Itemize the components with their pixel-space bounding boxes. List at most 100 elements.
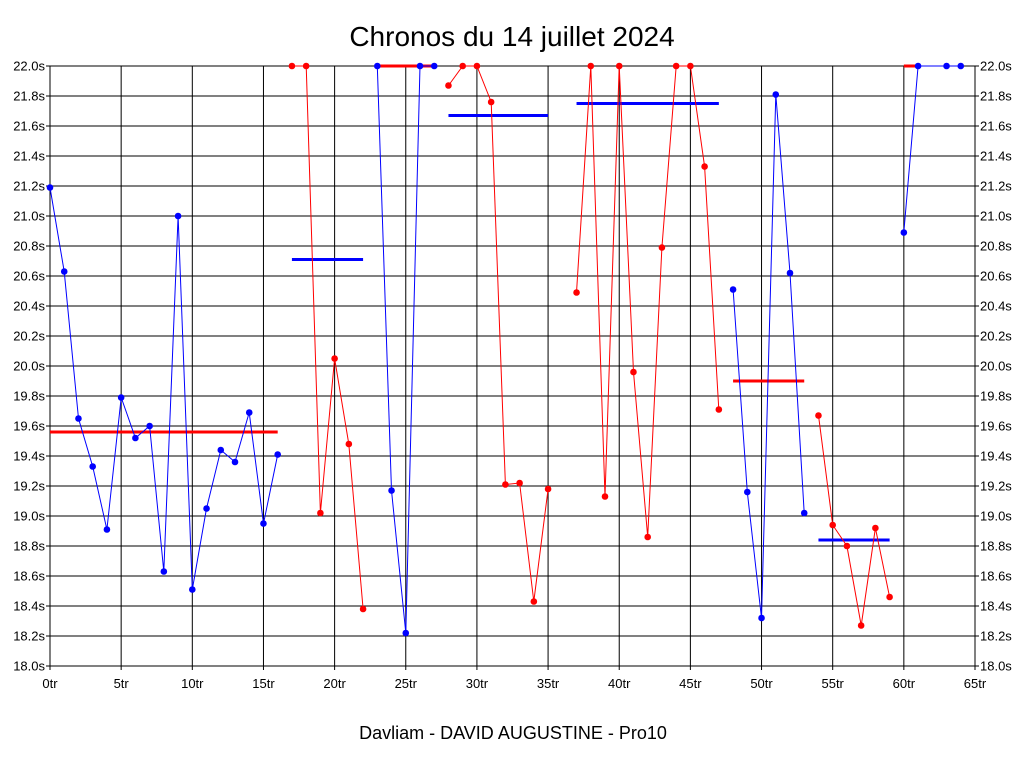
y-tick-label-left: 20.6s: [13, 269, 45, 284]
y-tick-label-right: 20.4s: [980, 299, 1012, 314]
lap-point: [331, 355, 338, 362]
lap-point: [943, 62, 950, 70]
x-tick-label: 55tr: [821, 676, 844, 691]
y-tick-label-right: 19.0s: [980, 509, 1012, 524]
lap-point: [146, 422, 153, 430]
lap-point: [644, 533, 651, 541]
lap-point: [103, 526, 111, 533]
lap-point: [402, 629, 410, 637]
y-tick-label-left: 20.4s: [13, 299, 45, 314]
x-tick-label: 65tr: [964, 676, 987, 691]
lap-point: [900, 229, 908, 236]
lap-point: [857, 622, 865, 629]
y-tick-label-right: 21.8s: [980, 89, 1012, 104]
axis-ticks: 18.0s 18.0s 18.2s 18.2s 18.4s 18.4s 18.6s 18.6s…: [13, 59, 1012, 692]
y-tick-label-left: 18.2s: [13, 629, 45, 644]
y-tick-label-left: 19.8s: [13, 389, 45, 404]
y-tick-label-right: 18.2s: [980, 629, 1012, 644]
series-lines: [46, 62, 965, 637]
y-tick-label-left: 19.6s: [13, 419, 45, 434]
grid-lines: [46, 65, 979, 670]
lap-point: [672, 62, 680, 70]
lap-point: [587, 62, 595, 70]
lap-point: [416, 62, 424, 70]
lap-series-line: [732, 94, 805, 619]
lap-point: [317, 509, 324, 517]
lap-point: [430, 62, 438, 70]
y-tick-label-left: 21.2s: [13, 179, 45, 194]
lap-point: [800, 509, 808, 517]
y-tick-label-right: 19.4s: [980, 449, 1012, 464]
y-tick-label-right: 20.0s: [980, 359, 1012, 374]
y-tick-label-right: 21.0s: [980, 209, 1012, 224]
y-tick-label-right: 21.2s: [980, 179, 1012, 194]
lap-point: [46, 184, 54, 191]
lap-point: [914, 62, 922, 70]
lap-point: [630, 368, 637, 376]
lap-point: [843, 542, 851, 550]
lap-point: [174, 212, 182, 220]
lap-point: [701, 163, 708, 170]
lap-point: [744, 488, 751, 496]
lap-series-line: [818, 415, 891, 626]
lap-series-line: [903, 65, 961, 233]
y-tick-label-right: 18.0s: [980, 659, 1012, 674]
lap-point: [687, 62, 694, 70]
lap-point: [260, 520, 267, 527]
x-tick-label: 0tr: [42, 676, 58, 691]
x-tick-label: 50tr: [750, 676, 773, 691]
lap-point: [715, 406, 723, 413]
x-tick-label: 45tr: [679, 676, 702, 691]
y-tick-label-left: 18.4s: [13, 599, 45, 614]
y-tick-label-right: 20.2s: [980, 329, 1012, 344]
lap-point: [217, 446, 225, 454]
lap-point: [245, 409, 253, 416]
y-tick-label-left: 21.4s: [13, 149, 45, 164]
y-tick-label-right: 20.8s: [980, 239, 1012, 254]
lap-point: [786, 269, 794, 277]
lap-point: [189, 586, 196, 593]
y-tick-label-right: 20.6s: [980, 269, 1012, 284]
x-tick-label: 15tr: [252, 676, 275, 691]
y-tick-label-left: 22.0s: [13, 59, 45, 74]
lap-point: [772, 91, 780, 98]
x-tick-label: 35tr: [537, 676, 560, 691]
lap-point: [872, 524, 879, 532]
x-tick-label: 20tr: [323, 676, 346, 691]
y-tick-label-left: 21.6s: [13, 119, 45, 134]
y-tick-label-right: 19.6s: [980, 419, 1012, 434]
y-tick-label-left: 21.8s: [13, 89, 45, 104]
x-tick-label: 25tr: [395, 676, 418, 691]
lap-point: [89, 463, 96, 470]
lap-point: [758, 614, 765, 622]
y-tick-label-right: 18.8s: [980, 539, 1012, 554]
y-tick-label-left: 20.8s: [13, 239, 45, 254]
lap-point: [829, 521, 836, 529]
x-axis-label: Davliam - DAVID AUGUSTINE - Pro10: [359, 723, 667, 743]
x-tick-label: 10tr: [181, 676, 204, 691]
y-tick-label-right: 22.0s: [980, 59, 1012, 74]
x-tick-label: 30tr: [466, 676, 489, 691]
y-tick-label-left: 20.0s: [13, 359, 45, 374]
y-tick-label-right: 18.4s: [980, 599, 1012, 614]
lap-point: [530, 598, 538, 605]
lap-point: [473, 62, 481, 70]
x-tick-label: 40tr: [608, 676, 631, 691]
x-tick-label: 60tr: [893, 676, 916, 691]
lap-point: [573, 289, 580, 296]
lap-point: [132, 434, 139, 442]
y-tick-label-left: 20.2s: [13, 329, 45, 344]
lap-point: [288, 62, 296, 70]
chart-title: Chronos du 14 juillet 2024: [349, 21, 674, 52]
lap-point: [601, 493, 609, 500]
lap-point: [203, 505, 210, 512]
lap-point: [544, 485, 552, 493]
y-tick-label-right: 19.2s: [980, 479, 1012, 494]
lap-point: [345, 440, 353, 448]
lap-point: [359, 605, 367, 613]
y-tick-label-left: 19.4s: [13, 449, 45, 464]
x-tick-label: 5tr: [114, 676, 130, 691]
lap-point: [516, 479, 523, 487]
y-tick-label-left: 21.0s: [13, 209, 45, 224]
